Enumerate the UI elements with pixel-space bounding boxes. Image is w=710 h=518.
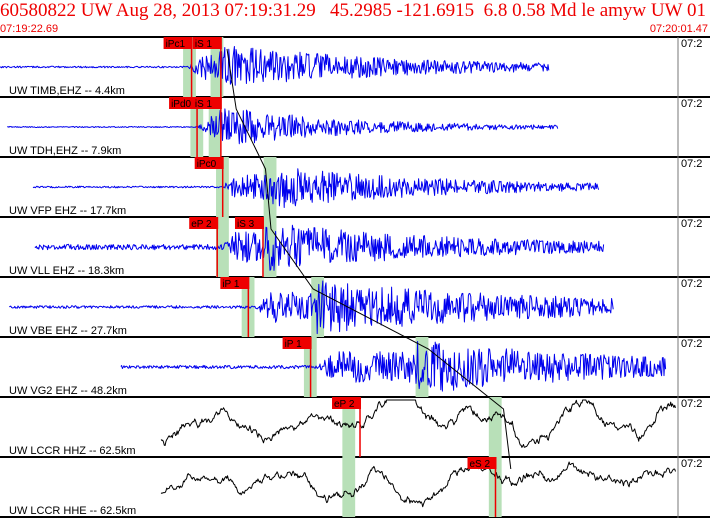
pick-box — [192, 97, 222, 109]
trace-panel: iP 1 07:2 UW VBE EHZ -- 27.7km — [9, 277, 702, 337]
pick-box — [194, 157, 224, 169]
waveform-line — [32, 168, 600, 208]
pick-label: eP 2 — [334, 399, 355, 410]
pick-label: iPd0 — [171, 99, 191, 110]
pick-box — [220, 277, 250, 289]
pick-box — [234, 217, 264, 229]
pick-label: iS 1 — [195, 99, 213, 110]
waveform-line — [34, 224, 605, 271]
panel-time-label: 07:2 — [681, 338, 702, 350]
pick-box — [467, 457, 497, 469]
pick-box — [192, 37, 222, 49]
panel-time-label: 07:2 — [681, 158, 702, 170]
pick-label: iPc0 — [197, 159, 217, 170]
trace-panel: eS 2 07:2 UW LCCR HHE -- 62.5km — [9, 457, 702, 517]
pick-box — [189, 217, 219, 229]
station-label: UW LCCR HHZ -- 62.5km — [9, 445, 136, 457]
pick-window — [488, 397, 502, 457]
pick-box — [332, 397, 362, 409]
station-label: UW LCCR HHE -- 62.5km — [9, 505, 136, 517]
pick-box — [169, 97, 199, 109]
pick-window — [183, 37, 196, 97]
travel-time-curve — [226, 48, 512, 470]
station-label: UW TIMB,EHZ -- 4.4km — [9, 85, 125, 97]
waveform-line — [160, 399, 676, 448]
waveform-line — [160, 461, 676, 508]
station-label: UW VFP EHZ -- 17.7km — [9, 205, 126, 217]
panel-time-label: 07:2 — [681, 218, 702, 230]
pick-label: iP 1 — [222, 279, 239, 290]
pick-label: eS 2 — [469, 459, 490, 470]
trace-panel: eP 2 07:2 UW LCCR HHZ -- 62.5km — [9, 397, 702, 457]
station-label: UW VG2 EHZ -- 48.2km — [9, 385, 127, 397]
panel-time-label: 07:2 — [681, 98, 702, 110]
station-label: UW TDH,EHZ -- 7.9km — [9, 145, 121, 157]
pick-box — [282, 337, 312, 349]
pick-label: iS 3 — [237, 219, 255, 230]
panel-time-label: 07:2 — [681, 458, 702, 470]
panel-time-label: 07:2 — [681, 398, 702, 410]
trace-panel: iPd0 iS 1 07:2 UW TDH,EHZ -- 7.9km — [7, 97, 702, 157]
waveform-line — [120, 341, 667, 392]
pick-label: iS 1 — [195, 39, 213, 50]
end-time-label: 07:20:01.47 — [649, 23, 708, 35]
pick-label: iPc1 — [166, 39, 186, 50]
event-header: 60580822 UW Aug 28, 2013 07:19:31.29 45.… — [0, 0, 710, 21]
pick-window — [216, 217, 229, 277]
pick-label: eP 2 — [191, 219, 212, 230]
panel-time-label: 07:2 — [681, 278, 702, 290]
trace-panel: iPc0 07:2 UW VFP EHZ -- 17.7km — [9, 157, 702, 217]
trace-panel: iPc1 iS 1 07:2 UW TIMB,EHZ -- 4.4km — [0, 37, 702, 97]
start-time-label: 07:19:22.69 — [0, 23, 59, 35]
pick-window — [342, 457, 356, 517]
pick-label: iP 1 — [285, 339, 302, 350]
pick-box — [163, 37, 193, 49]
station-label: UW VBE EHZ -- 27.7km — [9, 325, 127, 337]
waveform-line — [7, 108, 559, 145]
waveform-line — [0, 46, 550, 86]
station-label: UW VLL EHZ -- 18.3km — [9, 265, 124, 277]
trace-panel: eP 2 iS 3 07:2 UW VLL EHZ -- 18.3km — [9, 217, 702, 277]
trace-panel: iP 1 07:2 UW VG2 EHZ -- 48.2km — [9, 337, 702, 397]
panel-time-label: 07:2 — [681, 38, 702, 50]
waveform-line — [9, 280, 614, 335]
